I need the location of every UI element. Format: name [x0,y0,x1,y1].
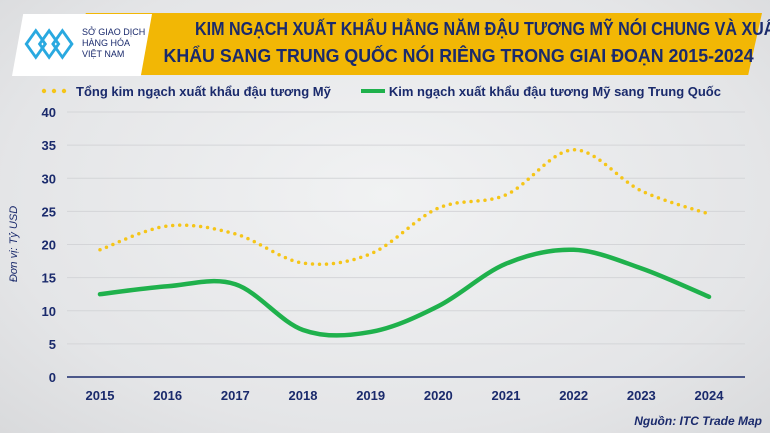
y-tick-label: 30 [42,171,56,186]
x-tick-label: 2018 [289,388,318,403]
x-tick-label: 2019 [356,388,385,403]
logo-mark-icon [24,28,74,60]
logo-line1: SỞ GIAO DỊCH [82,27,146,37]
x-tick-label: 2017 [221,388,250,403]
y-tick-label: 35 [42,138,56,153]
logo-text: SỞ GIAO DỊCH HÀNG HÓA VIỆT NAM [82,27,145,60]
source-note: Nguồn: ITC Trade Map [634,414,762,428]
title-line2: KHẨU SANG TRUNG QUỐC NÓI RIÊNG TRONG GIA… [163,46,754,66]
series-china-line [97,247,712,338]
x-tick-label: 2023 [627,388,656,403]
y-tick-label: 40 [42,105,56,120]
legend-item-total: Tổng kim ngạch xuất khẩu đậu tương Mỹ [40,84,331,99]
y-tick-label: 25 [42,204,56,219]
y-tick-label: 5 [49,337,56,352]
logo [12,14,152,76]
series-total-line [98,148,711,267]
x-tick-label: 2022 [559,388,588,403]
logo-line2: HÀNG HÓA [82,38,131,48]
chart-title: KIM NGẠCH XUẤT KHẨU HẰNG NĂM ĐẬU TƯƠNG M… [160,16,770,70]
x-tick-label: 2024 [695,388,725,403]
x-tick-label: 2020 [424,388,453,403]
logo-line3: VIỆT NAM [82,49,125,59]
x-tick-label: 2015 [86,388,115,403]
solid-line-icon [360,89,385,93]
x-tick-label: 2016 [153,388,182,403]
x-tick-label: 2021 [492,388,521,403]
dotted-line-icon [41,88,67,94]
legend: Tổng kim ngạch xuất khẩu đậu tương Mỹ Ki… [40,84,721,99]
y-tick-label: 20 [42,238,56,253]
title-banner [72,13,762,75]
title-line1: KIM NGẠCH XUẤT KHẨU HẰNG NĂM ĐẬU TƯƠNG M… [195,19,770,39]
y-tick-label: 0 [49,370,56,385]
legend-item-china: Kim ngạch xuất khẩu đậu tương Mỹ sang Tr… [360,83,721,99]
legend-label-total: Tổng kim ngạch xuất khẩu đậu tương Mỹ [76,83,331,99]
legend-label-china: Kim ngạch xuất khẩu đậu tương Mỹ sang Tr… [388,83,721,99]
y-tick-label: 15 [42,271,56,286]
y-tick-label: 10 [42,304,56,319]
